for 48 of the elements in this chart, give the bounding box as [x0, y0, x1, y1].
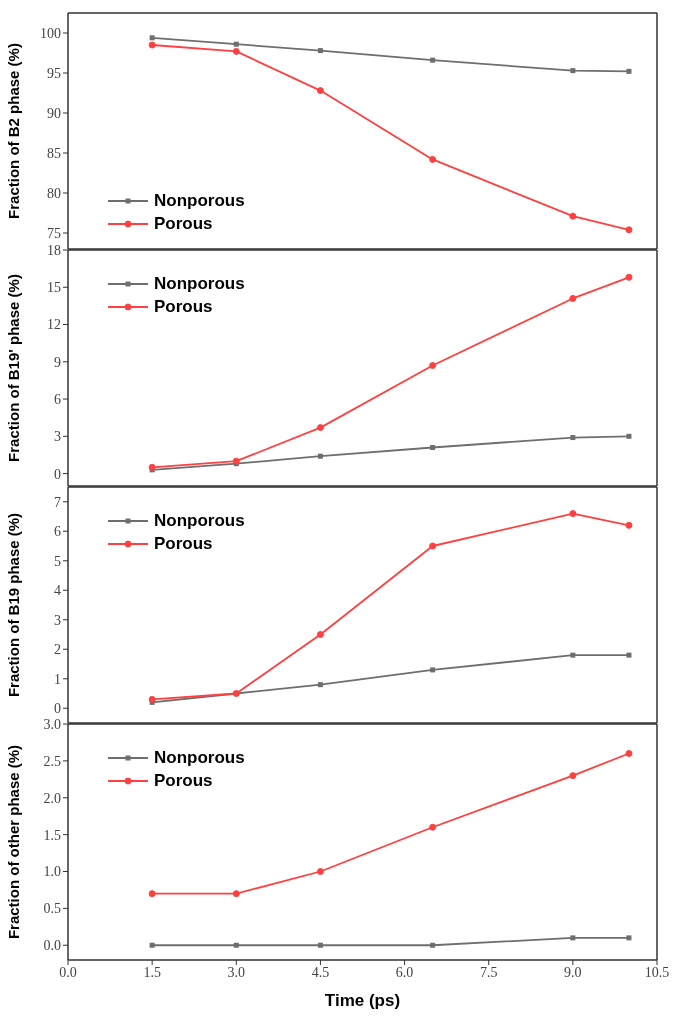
y-tick-label: 6 [54, 524, 61, 540]
y-tick-label: 2.0 [43, 790, 61, 806]
y-tick-label: 15 [47, 280, 61, 296]
y-tick-label: 9 [54, 354, 61, 370]
y-axis-title: Fraction of B19' phase (%) [5, 274, 23, 462]
x-tick-label: 10.5 [644, 964, 670, 980]
x-tick-label: 6.0 [395, 964, 414, 980]
y-tick-label: 3.0 [43, 716, 61, 732]
legend-label: Nonporous [154, 510, 245, 532]
legend-label: Porous [154, 770, 213, 792]
legend-label: Nonporous [154, 190, 245, 212]
x-tick-label: 1.5 [143, 964, 161, 980]
legend-label: Porous [154, 533, 213, 555]
y-tick-label: 12 [47, 317, 61, 333]
y-tick-label: 1 [54, 671, 61, 687]
y-tick-label: 5 [54, 553, 61, 569]
y-tick-label: 18 [47, 242, 61, 258]
y-tick-label: 75 [47, 225, 61, 241]
y-tick-label: 0.5 [43, 901, 61, 917]
y-axis-title: Fraction of B2 phase (%) [5, 43, 23, 219]
x-tick-label: 9.0 [564, 964, 582, 980]
y-tick-label: 90 [47, 105, 61, 121]
legend-label: Porous [154, 296, 213, 318]
y-tick-label: 0.0 [43, 938, 61, 954]
x-tick-label: 4.5 [311, 964, 330, 980]
y-tick-label: 0 [54, 466, 61, 482]
legend-label: Nonporous [154, 273, 245, 295]
y-tick-label: 7 [54, 494, 61, 510]
y-tick-label: 95 [47, 65, 61, 81]
y-tick-label: 4 [54, 583, 61, 599]
y-axis-title: Fraction of other phase (%) [5, 744, 23, 940]
y-tick-label: 0 [54, 701, 61, 717]
y-axis-title: Fraction of B19 phase (%) [5, 512, 23, 698]
y-tick-label: 3 [54, 429, 61, 445]
x-axis-title: Time (ps) [324, 991, 401, 1010]
y-tick-label: 3 [54, 612, 61, 628]
y-tick-label: 80 [47, 185, 61, 201]
x-tick-label: 7.5 [479, 964, 498, 980]
y-tick-label: 100 [40, 25, 61, 41]
legend-label: Porous [154, 213, 213, 235]
y-tick-label: 85 [47, 145, 61, 161]
y-tick-label: 2 [54, 642, 61, 658]
x-tick-label: 3.0 [227, 964, 246, 980]
y-tick-label: 2.5 [43, 753, 61, 769]
legend-label: Nonporous [154, 747, 245, 769]
y-tick-label: 6 [54, 392, 61, 408]
y-tick-label: 1.5 [43, 827, 61, 843]
y-tick-label: 1.0 [43, 864, 61, 880]
